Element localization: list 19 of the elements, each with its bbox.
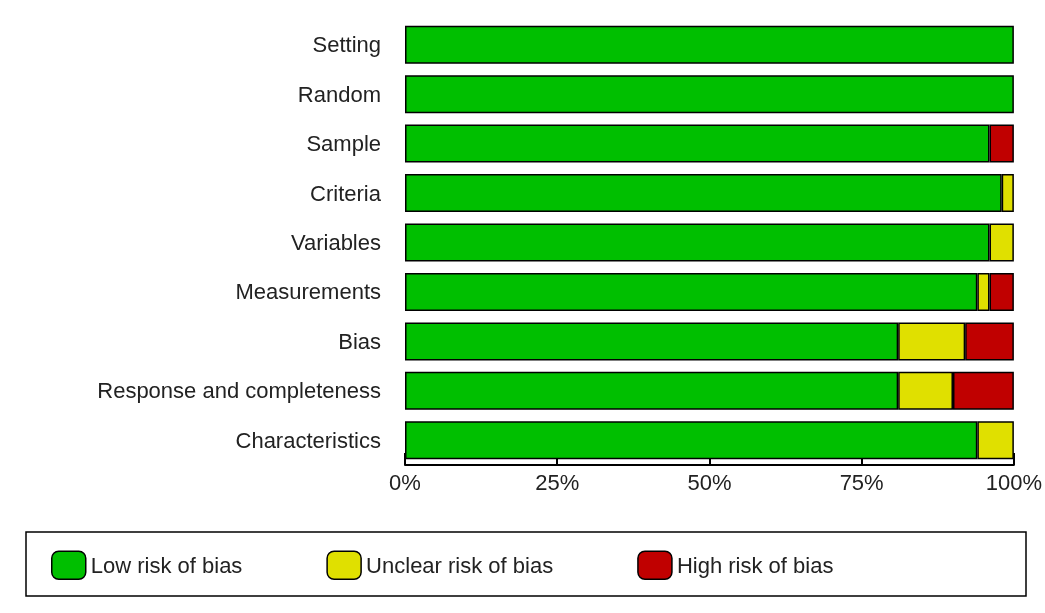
x-tick-label: 50% (687, 469, 732, 495)
y-tick-label: Sample (306, 131, 381, 157)
y-tick-label: Setting (312, 32, 381, 58)
y-tick-label: Measurements (235, 279, 381, 305)
y-tick-label: Characteristics (235, 427, 381, 453)
bar (405, 25, 1014, 64)
x-tick-label: 25% (535, 469, 580, 495)
legend-label: Low risk of bias (90, 552, 243, 578)
y-tick-label: Variables (290, 230, 381, 255)
legend-label: Unclear risk of bias (366, 552, 554, 578)
x-tick-label: 0% (389, 469, 421, 495)
x-tick-label: 100% (985, 469, 1043, 495)
y-tick-label: Bias (338, 328, 381, 354)
bar (405, 75, 1014, 114)
legend-label: High risk of bias (676, 552, 834, 578)
y-tick-label: Random (297, 81, 381, 107)
y-tick-label: Response and completeness (97, 378, 381, 404)
y-tick-label: Criteria (310, 180, 382, 206)
x-tick-label: 75% (839, 469, 884, 495)
